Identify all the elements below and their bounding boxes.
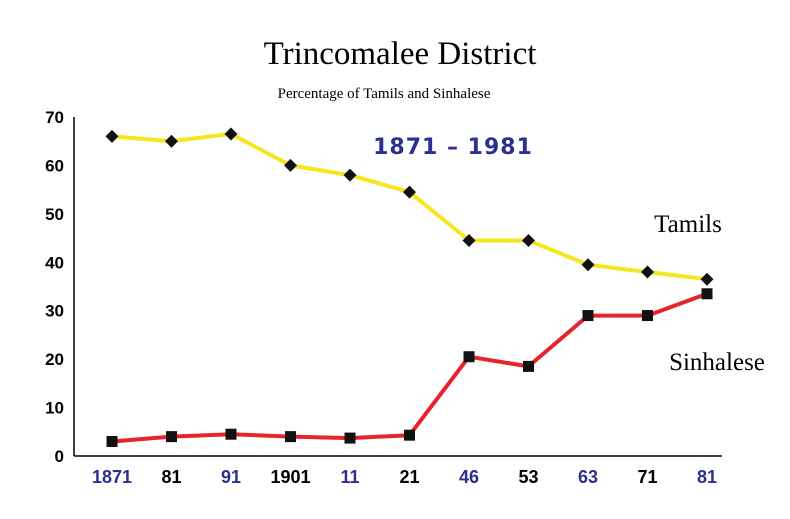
y-tick-label: 10 <box>45 399 64 418</box>
x-tick-label: 1871 <box>92 467 132 487</box>
data-point-sinhalese <box>582 310 594 322</box>
data-point-sinhalese <box>404 429 415 441</box>
data-point-tamils <box>641 265 654 279</box>
data-point-tamils <box>581 258 595 272</box>
data-point-tamils <box>343 168 357 182</box>
y-tick-label: 20 <box>45 350 64 369</box>
data-point-tamils <box>462 233 476 247</box>
data-point-tamils <box>403 185 416 199</box>
x-tick-label: 1901 <box>270 467 310 487</box>
x-tick-label: 21 <box>399 467 419 487</box>
series-markers <box>105 127 714 447</box>
series-label-sinhalese: Sinhalese <box>669 349 765 376</box>
x-tick-label: 11 <box>340 467 359 487</box>
data-point-tamils <box>224 127 238 141</box>
x-tick-label: 53 <box>518 467 538 487</box>
x-tick-label: 71 <box>637 467 657 487</box>
chart-title: Trincomalee District <box>264 36 537 72</box>
data-point-tamils <box>284 158 297 172</box>
x-tick-label: 63 <box>578 467 598 487</box>
x-tick-label: 46 <box>459 467 479 487</box>
data-point-sinhalese <box>344 432 356 444</box>
period-annotation: 1871 – 1981 <box>373 135 533 160</box>
x-tick-label: 81 <box>161 467 181 487</box>
chart-subtitle: Percentage of Tamils and Sinhalese <box>278 86 491 102</box>
x-tick-label: 91 <box>221 467 241 487</box>
series-line-sinhalese <box>111 291 708 444</box>
series-lines <box>111 131 708 444</box>
y-tick-labels: 70 60 50 40 30 20 10 0 <box>45 108 64 466</box>
y-tick-label: 30 <box>45 302 64 321</box>
data-point-sinhalese <box>463 351 475 363</box>
y-tick-label: 40 <box>45 253 64 272</box>
data-point-sinhalese <box>523 360 534 372</box>
x-tick-label: 81 <box>697 467 717 487</box>
series-label-tamils: Tamils <box>654 211 722 238</box>
x-tick-labels: 1871 81 91 1901 11 21 46 53 63 71 81 <box>92 467 717 487</box>
y-tick-label: 0 <box>55 447 64 466</box>
y-tick-label: 60 <box>45 156 64 175</box>
data-point-tamils <box>522 233 535 247</box>
data-point-tamils <box>165 134 178 148</box>
data-point-sinhalese <box>285 431 296 443</box>
data-point-sinhalese <box>642 310 653 322</box>
data-point-tamils <box>700 272 714 286</box>
data-point-sinhalese <box>106 435 118 447</box>
data-point-sinhalese <box>166 431 177 443</box>
data-point-tamils <box>105 129 119 143</box>
y-tick-label: 70 <box>45 108 64 127</box>
data-point-sinhalese <box>701 288 713 300</box>
data-point-sinhalese <box>225 428 237 440</box>
y-tick-label: 50 <box>45 205 64 224</box>
